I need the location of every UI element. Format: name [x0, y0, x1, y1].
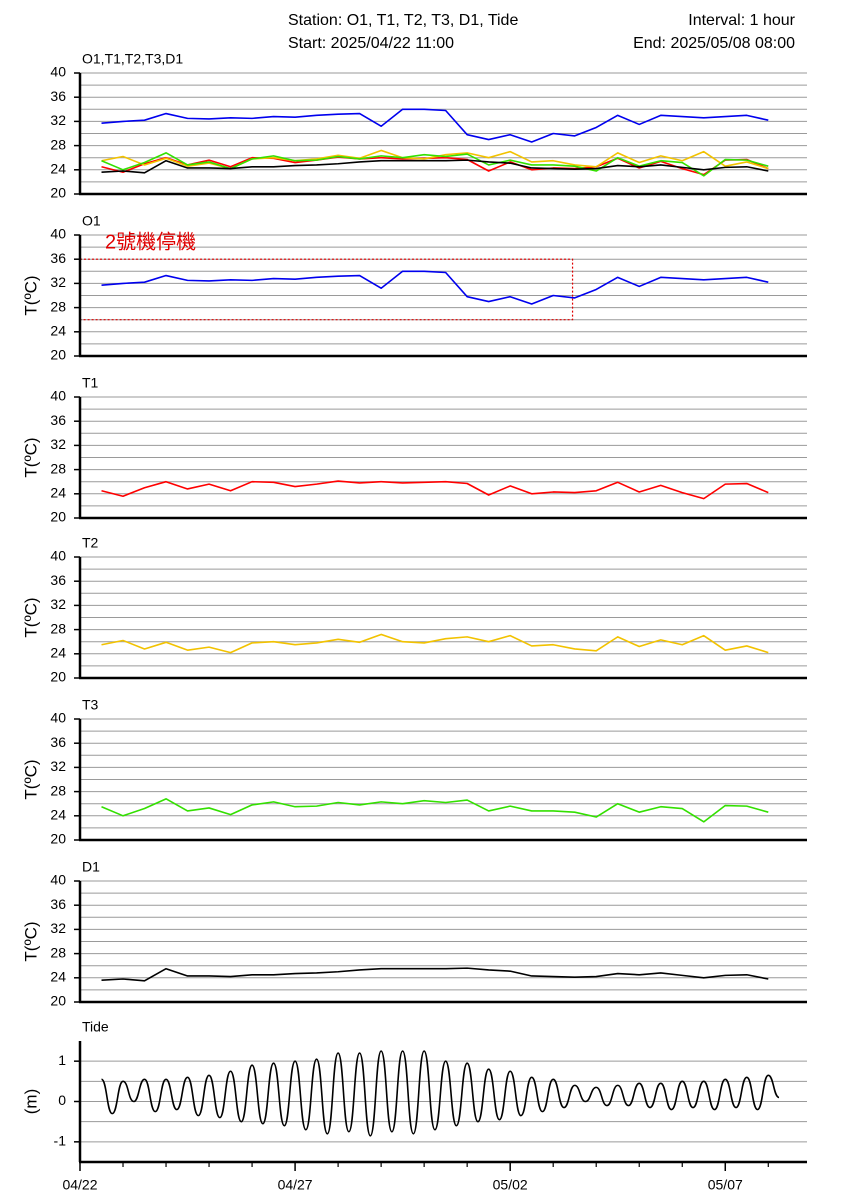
y-tick-label: 20 — [50, 347, 66, 363]
y-tick-label: 1 — [58, 1052, 66, 1068]
panel-title: D1 — [82, 859, 100, 875]
y-tick-label: 36 — [50, 88, 66, 104]
data-line — [101, 108, 769, 143]
y-axis-label: T(ºC) — [21, 275, 40, 315]
y-tick-label: 28 — [50, 298, 66, 314]
y-axis-label: T(ºC) — [21, 597, 40, 637]
y-tick-label: 40 — [50, 548, 66, 564]
data-line — [101, 967, 769, 982]
start-header: Start: 2025/04/22 11:00 — [288, 35, 454, 52]
y-tick-label: 36 — [50, 412, 66, 428]
y-axis-label: T(ºC) — [21, 921, 40, 961]
y-tick-label: 32 — [50, 112, 66, 128]
y-tick-label: 32 — [50, 596, 66, 612]
y-tick-label: 36 — [50, 734, 66, 750]
y-tick-label: 24 — [50, 645, 66, 661]
y-tick-label: 24 — [50, 161, 66, 177]
y-tick-label: 28 — [50, 944, 66, 960]
y-axis-label: T(ºC) — [21, 437, 40, 477]
y-tick-label: 40 — [50, 872, 66, 888]
y-tick-label: 0 — [58, 1092, 66, 1108]
y-tick-label: 24 — [50, 969, 66, 985]
y-tick-label: 36 — [50, 572, 66, 588]
x-tick-label: 05/02 — [493, 1177, 528, 1193]
y-tick-label: 20 — [50, 509, 66, 525]
panel-title: T3 — [82, 697, 99, 713]
y-tick-label: 28 — [50, 782, 66, 798]
panel-title: T1 — [82, 375, 99, 391]
data-line — [101, 480, 769, 500]
data-line — [101, 152, 769, 177]
y-tick-label: 36 — [50, 250, 66, 266]
y-tick-label: 20 — [50, 185, 66, 201]
panel-title: O1,T1,T2,T3,D1 — [82, 51, 183, 67]
end-header: End: 2025/05/08 08:00 — [633, 35, 795, 52]
data-line — [101, 798, 769, 823]
panel-title: O1 — [82, 213, 101, 229]
data-line — [101, 159, 769, 174]
y-tick-label: 28 — [50, 460, 66, 476]
data-line — [101, 633, 769, 654]
y-tick-label: 36 — [50, 896, 66, 912]
data-line — [101, 149, 769, 170]
y-tick-label: 28 — [50, 136, 66, 152]
y-tick-label: 24 — [50, 323, 66, 339]
y-tick-label: 32 — [50, 920, 66, 936]
y-axis-label: (m) — [21, 1089, 40, 1114]
y-tick-label: 40 — [50, 388, 66, 404]
x-tick-label: 05/07 — [708, 1177, 743, 1193]
y-tick-label: 40 — [50, 226, 66, 242]
panel-title: T2 — [82, 535, 99, 551]
data-line — [100, 1050, 780, 1137]
y-axis-label: T(ºC) — [21, 759, 40, 799]
annotation-box — [79, 258, 574, 321]
panel-title: Tide — [82, 1019, 109, 1035]
y-tick-label: 20 — [50, 993, 66, 1009]
x-tick-label: 04/22 — [62, 1177, 97, 1193]
interval-header: Interval: 1 hour — [688, 12, 795, 29]
x-tick-label: 04/27 — [278, 1177, 313, 1193]
y-tick-label: 24 — [50, 485, 66, 501]
y-tick-label: 32 — [50, 274, 66, 290]
y-tick-label: 32 — [50, 758, 66, 774]
y-tick-label: 28 — [50, 620, 66, 636]
annotation-text: 2號機停機 — [105, 230, 196, 253]
y-tick-label: -1 — [54, 1133, 67, 1149]
y-tick-label: 24 — [50, 807, 66, 823]
y-tick-label: 20 — [50, 669, 66, 685]
station-header: Station: O1, T1, T2, T3, D1, Tide — [288, 12, 518, 29]
y-tick-label: 40 — [50, 64, 66, 80]
data-line — [101, 270, 769, 305]
y-tick-label: 32 — [50, 436, 66, 452]
y-tick-label: 20 — [50, 831, 66, 847]
y-tick-label: 40 — [50, 710, 66, 726]
